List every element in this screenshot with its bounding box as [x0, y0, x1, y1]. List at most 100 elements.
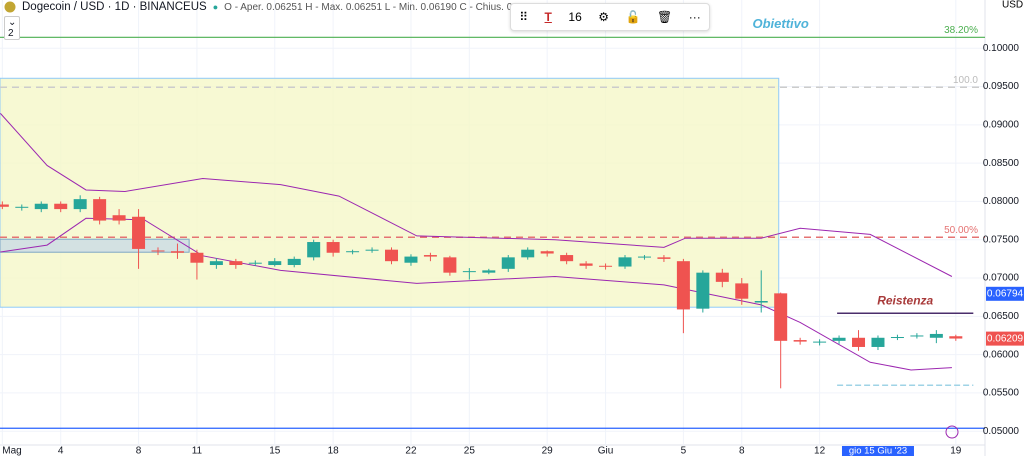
candle-body	[268, 261, 282, 266]
ohlc: O - Aper. 0.06251 H - Max. 0.06251 L - M…	[224, 1, 527, 13]
delete[interactable]: 🗑	[656, 10, 673, 24]
candle-body	[929, 333, 943, 338]
x-tick-label: 5	[681, 446, 687, 456]
candle-body	[696, 272, 710, 309]
level-label: 38.20%	[944, 25, 978, 36]
price-tag-label: 0.06209	[987, 333, 1024, 344]
candle-body	[793, 340, 807, 342]
candle-body	[501, 257, 515, 269]
annotation: Obiettivo	[753, 16, 809, 31]
band-line	[0, 113, 953, 277]
candle-body	[93, 199, 107, 221]
candle-body	[754, 301, 768, 303]
y-tick-label: 0.08000	[983, 196, 1020, 207]
zone	[0, 77, 780, 308]
candle-body	[813, 341, 827, 343]
candle-body	[0, 204, 9, 207]
crosshair-tag	[841, 446, 914, 456]
candle-body	[209, 261, 223, 266]
candle-body	[365, 249, 379, 251]
candle-body	[132, 216, 146, 249]
x-tick-label: 18	[328, 446, 340, 456]
font-size[interactable]: 16	[568, 10, 582, 24]
candle-body	[579, 263, 593, 266]
more[interactable]: ···	[688, 10, 701, 24]
candle-body	[676, 261, 690, 310]
x-tick-label: 15	[269, 446, 281, 456]
x-tick-label: 4	[58, 446, 64, 456]
candle-body	[637, 256, 651, 258]
x-tick-label: 11	[192, 446, 203, 456]
candle-body	[443, 257, 457, 273]
level-label: 100.0	[953, 75, 978, 86]
coin-icon	[4, 1, 16, 13]
y-tick-label: 0.09000	[983, 119, 1020, 130]
zone	[0, 238, 190, 253]
y-tick-label: 0.08500	[983, 158, 1020, 169]
x-tick-label: 25	[464, 446, 476, 456]
status-dot: ●	[212, 2, 219, 12]
segment-label: Reistenza	[877, 293, 933, 307]
candle-body	[34, 203, 48, 210]
settings[interactable]: ⚙	[598, 10, 610, 24]
x-tick-label: 8	[739, 446, 745, 456]
candle-body	[618, 257, 632, 267]
y-tick-label: 0.10000	[983, 43, 1020, 54]
candle-body	[715, 272, 729, 282]
symbol: Dogecoin / USD · 1D · BINANCEUS	[22, 1, 207, 13]
candle-body	[112, 215, 126, 221]
candle-body	[229, 261, 243, 266]
text-color[interactable]: T	[544, 10, 552, 24]
plot-area	[0, 0, 985, 445]
legend-row: Dogecoin / USD · 1D · BINANCEUS ● O - Ap…	[4, 1, 526, 13]
x-tick-label: 12	[814, 446, 826, 456]
axis-unit: USD	[1002, 0, 1023, 11]
y-tick-label: 0.05000	[983, 426, 1020, 437]
candle-body	[462, 271, 476, 273]
y-tick-label: 0.07500	[983, 234, 1020, 245]
candle-body	[248, 262, 262, 264]
candle-body	[735, 283, 749, 299]
y-tick-label: 0.06500	[983, 311, 1020, 322]
x-tick-label: 29	[542, 446, 554, 456]
alert-icon	[945, 425, 959, 439]
price-tag-label: 0.06794	[987, 288, 1024, 299]
candle-body	[423, 255, 437, 257]
candle-body	[599, 265, 613, 267]
candle-body	[521, 249, 535, 258]
candle-body	[774, 293, 788, 341]
candle-body	[307, 242, 321, 258]
candle-body	[657, 257, 671, 259]
indicator-count: 2	[8, 28, 14, 39]
x-tick-label: Giu	[598, 446, 614, 456]
candle-body	[73, 199, 87, 210]
candle-body	[852, 337, 866, 347]
candle-body	[190, 252, 204, 263]
candle-body	[560, 255, 574, 262]
candle-body	[890, 337, 904, 339]
candle-body	[170, 251, 184, 253]
lock[interactable]: 🔓	[625, 10, 641, 24]
y-tick-label: 0.09500	[983, 81, 1020, 92]
candle-body	[15, 206, 29, 208]
candle-body	[54, 203, 68, 210]
candle-body	[385, 249, 399, 262]
level-label: 50.00%	[944, 225, 978, 236]
price-tag	[986, 286, 1024, 301]
y-tick-label: 0.07000	[983, 273, 1020, 284]
x-tick-label: 8	[136, 446, 142, 456]
candle-body	[326, 242, 340, 253]
y-tick-label: 0.05500	[983, 388, 1020, 399]
drag-tool[interactable]: ⠿	[519, 10, 529, 24]
candle-body	[949, 336, 963, 339]
indicators-toggle[interactable]: ⌄ 2	[4, 16, 21, 40]
candle-body	[287, 258, 301, 266]
crosshair-label: gio 15 Giu '23	[849, 446, 907, 456]
candle-body	[151, 250, 165, 252]
x-tick-label: 19	[950, 446, 962, 456]
drawing-toolbar: ⠿ T 16 ⚙ 🔓 🗑 ···	[510, 3, 710, 31]
x-tick-label: 22	[405, 446, 417, 456]
price-tag	[986, 331, 1024, 346]
